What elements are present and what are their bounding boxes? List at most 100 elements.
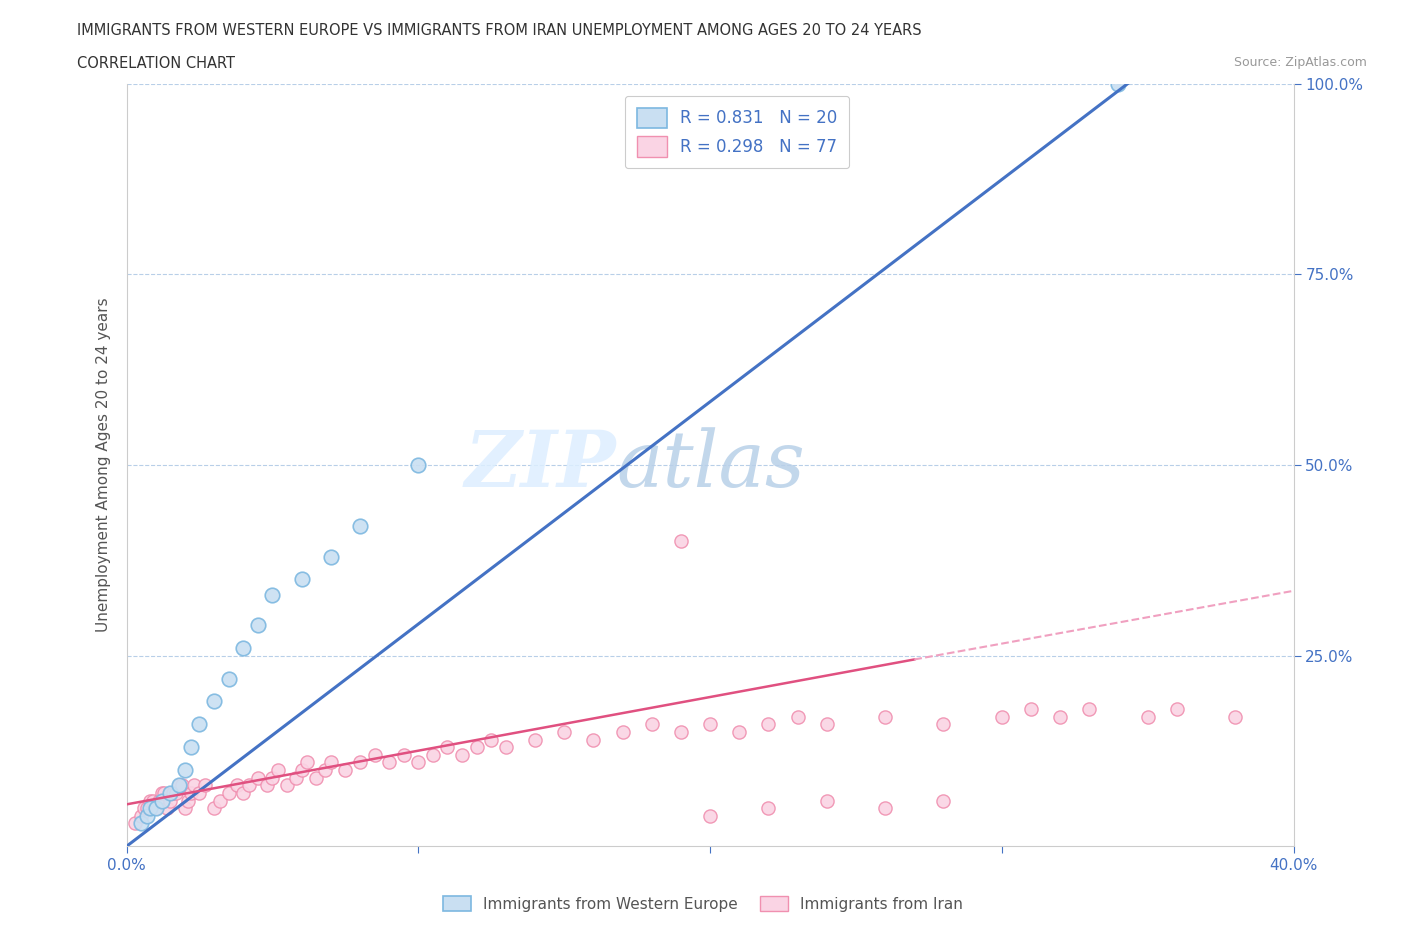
Point [422,748,444,763]
Point [218,671,240,686]
Point [153,786,176,801]
Point [177,793,200,808]
Point [150,793,173,808]
Point [319,549,342,564]
Point [669,724,692,739]
Point [218,786,240,801]
Point [297,755,319,770]
Point [786,710,808,724]
Text: ZIP: ZIP [465,427,617,503]
Point [314,763,336,777]
Point [756,717,779,732]
Point [284,770,307,785]
Point [246,770,269,785]
Point [165,786,187,801]
Point [156,801,179,816]
Point [451,748,474,763]
Point [990,710,1012,724]
Point [262,770,284,785]
Point [640,717,664,732]
Point [553,724,575,739]
Point [1019,701,1042,716]
Point [139,801,162,816]
Point [392,748,415,763]
Point [150,786,173,801]
Point [932,717,955,732]
Point [256,777,278,792]
Text: Source: ZipAtlas.com: Source: ZipAtlas.com [1233,56,1367,69]
Point [875,801,897,816]
Point [349,519,371,534]
Text: atlas: atlas [617,427,806,503]
Point [232,786,254,801]
Point [756,801,779,816]
Point [408,458,430,472]
Point [319,755,342,770]
Point [124,816,146,830]
Point [174,801,197,816]
Point [465,739,488,754]
Point [669,100,692,114]
Point [136,808,159,823]
Point [815,793,838,808]
Point [132,801,155,816]
Point [226,777,249,792]
Point [159,786,181,801]
Point [932,793,955,808]
Point [1166,701,1188,716]
Point [378,755,401,770]
Point [612,724,634,739]
Point [436,739,458,754]
Point [139,793,162,808]
Point [238,777,260,792]
Text: CORRELATION CHART: CORRELATION CHART [77,56,235,71]
Point [142,793,165,808]
Point [363,748,385,763]
Point [408,755,430,770]
Point [145,801,167,816]
Point [232,641,254,656]
Point [267,763,290,777]
Point [162,786,184,801]
Point [1078,701,1101,716]
Y-axis label: Unemployment Among Ages 20 to 24 years: Unemployment Among Ages 20 to 24 years [96,298,111,632]
Point [349,755,371,770]
Legend: R = 0.831   N = 20, R = 0.298   N = 77: R = 0.831 N = 20, R = 0.298 N = 77 [626,96,849,168]
Point [129,816,152,830]
Point [262,587,284,602]
Point [699,808,721,823]
Point [699,717,721,732]
Text: IMMIGRANTS FROM WESTERN EUROPE VS IMMIGRANTS FROM IRAN UNEMPLOYMENT AMONG AGES 2: IMMIGRANTS FROM WESTERN EUROPE VS IMMIGR… [77,23,922,38]
Point [174,763,197,777]
Point [202,694,225,709]
Point [1223,710,1246,724]
Point [582,732,605,747]
Point [290,763,312,777]
Point [188,717,211,732]
Point [194,777,217,792]
Point [202,801,225,816]
Point [246,618,269,632]
Point [305,770,328,785]
Point [335,763,357,777]
Point [1049,710,1071,724]
Point [148,793,170,808]
Point [159,793,181,808]
Point [524,732,547,747]
Point [1108,76,1130,91]
Point [188,786,211,801]
Point [276,777,298,792]
Point [180,786,202,801]
Point [180,739,202,754]
Point [170,777,193,792]
Point [1136,710,1159,724]
Point [208,793,231,808]
Point [875,710,897,724]
Point [728,724,751,739]
Point [290,572,312,587]
Point [136,801,159,816]
Point [669,534,692,549]
Point [167,777,190,792]
Point [479,732,502,747]
Point [815,717,838,732]
